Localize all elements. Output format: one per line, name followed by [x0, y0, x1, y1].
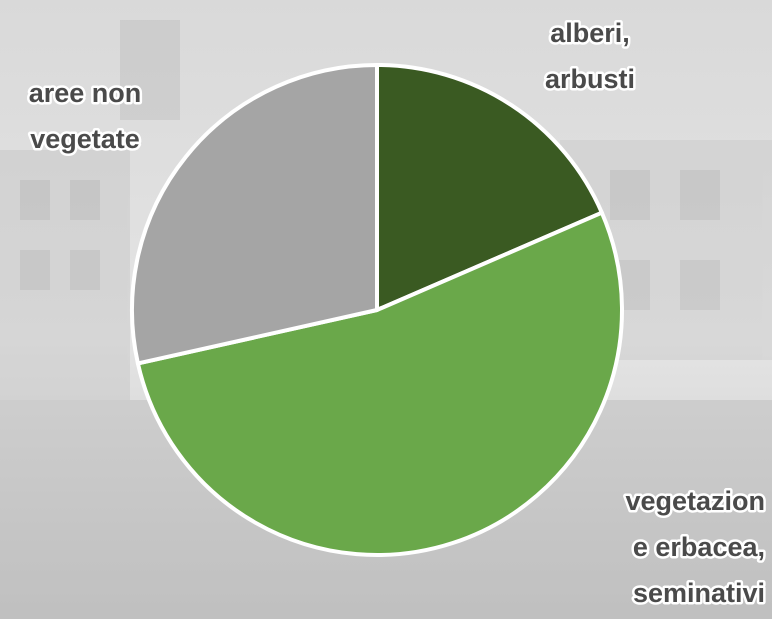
slice-label: aree non — [29, 78, 142, 108]
slice-label: arbusti — [545, 64, 635, 94]
slice-label: seminativi — [633, 578, 765, 608]
slice-label: alberi, — [550, 18, 630, 48]
slice-label: e erbacea, — [633, 532, 765, 562]
slice-label: vegetate — [30, 124, 140, 154]
slice-label: vegetazion — [625, 486, 765, 516]
chart: alberi, arbusti vegetazion e erbacea, semina… — [0, 0, 772, 619]
